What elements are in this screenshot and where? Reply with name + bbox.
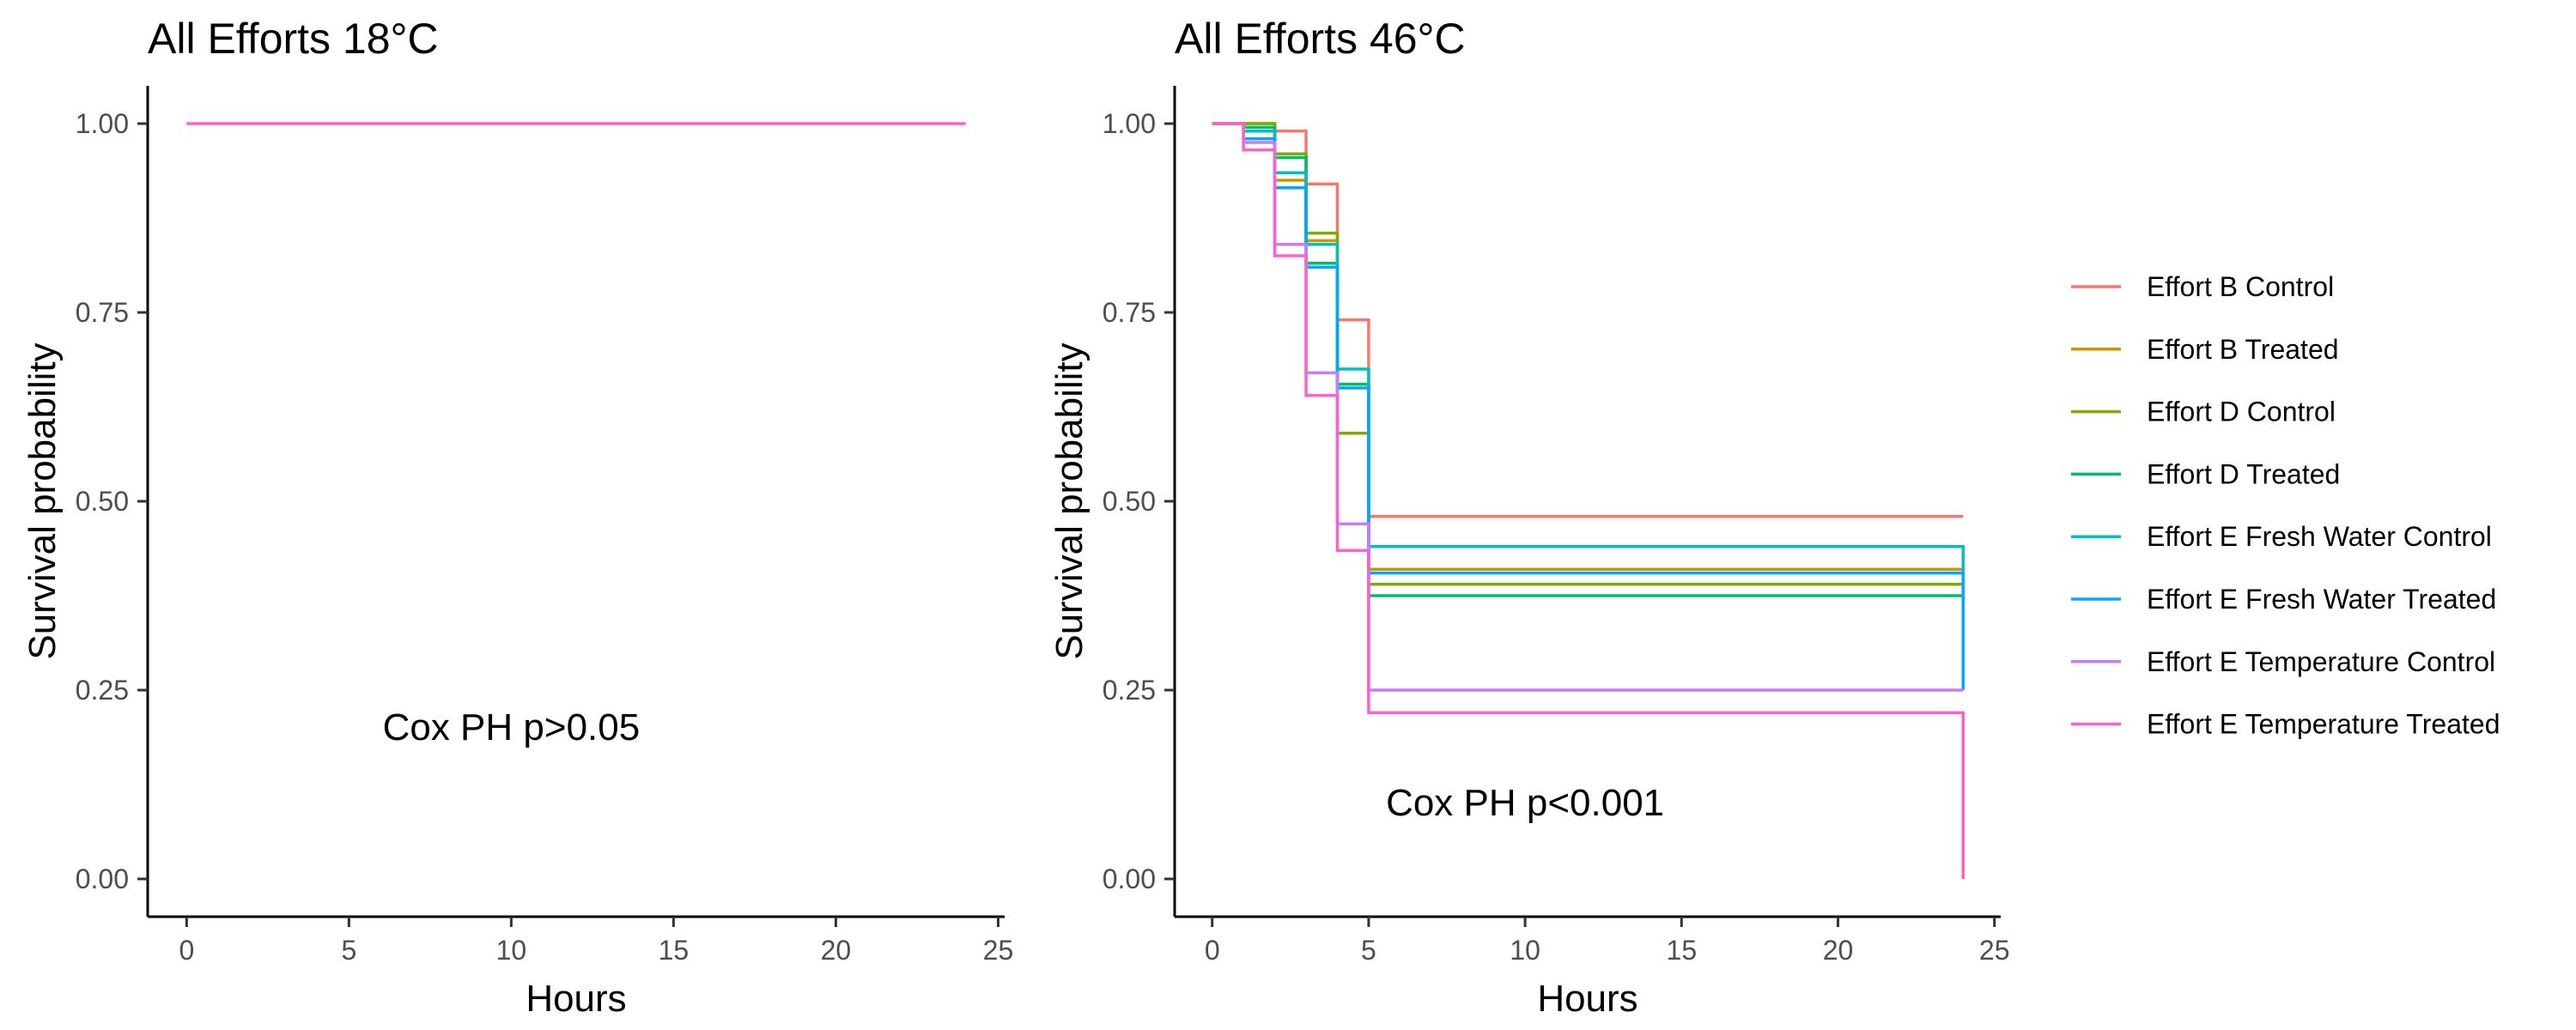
- cox-ph-annotation: Cox PH p<0.001: [1386, 782, 1664, 824]
- survival-curve-4: [1212, 122, 1964, 597]
- legend-label: Effort E Fresh Water Treated: [2147, 584, 2496, 615]
- legend-label: Effort D Treated: [2147, 458, 2340, 489]
- legend-item: Effort B Treated: [2071, 334, 2339, 365]
- y-tick-label: 0.25: [1103, 675, 1156, 706]
- survival-curve-6: [1212, 122, 1965, 690]
- x-axis-title: Hours: [526, 978, 626, 1020]
- legend-item: Effort E Fresh Water Treated: [2071, 584, 2496, 615]
- panel-title: All Efforts 46°C: [1175, 15, 1466, 63]
- x-tick-label: 5: [341, 935, 356, 966]
- x-axis-title: Hours: [1537, 978, 1637, 1020]
- legend-label: Effort B Treated: [2147, 334, 2339, 365]
- y-tick-label: 0.00: [1103, 863, 1156, 894]
- x-tick-label: 25: [983, 935, 1014, 966]
- x-tick-label: 15: [659, 935, 690, 966]
- y-tick-label: 0.00: [76, 863, 129, 894]
- y-axis-title: Survival probability: [1048, 342, 1091, 659]
- legend-item: Effort D Control: [2071, 397, 2336, 427]
- x-tick-label: 10: [496, 935, 527, 966]
- legend-item: Effort E Temperature Treated: [2071, 709, 2500, 740]
- x-tick-label: 0: [1205, 935, 1220, 966]
- panel-title: All Efforts 18°C: [148, 15, 439, 63]
- x-tick-label: 20: [1823, 935, 1854, 966]
- y-tick-label: 1.00: [76, 108, 129, 139]
- x-tick-label: 0: [179, 935, 194, 966]
- survival-curve-1: [1212, 122, 1964, 518]
- legend-label: Effort E Temperature Control: [2147, 646, 2495, 677]
- y-tick-label: 0.25: [76, 675, 129, 706]
- legend-label: Effort E Temperature Treated: [2147, 709, 2500, 740]
- y-tick-label: 0.50: [1103, 486, 1156, 517]
- legend-item: Effort E Temperature Control: [2071, 646, 2495, 677]
- legend-item: Effort D Treated: [2071, 458, 2340, 489]
- survival-curve-7: [1212, 122, 1964, 692]
- legend-item: Effort B Control: [2071, 271, 2334, 302]
- x-tick-label: 15: [1667, 935, 1698, 966]
- y-axis-title: Survival probability: [21, 342, 64, 659]
- survival-curve-8: [1212, 122, 1965, 879]
- y-tick-label: 0.50: [76, 486, 129, 517]
- legend-label: Effort D Control: [2147, 397, 2336, 427]
- panel-1: All Efforts 18°C 0.00 0.25 0.50 0.75 1.00 0 5 10…: [21, 15, 1013, 1020]
- panel-2: All Efforts 46°C 0.00 0.25 0.50 0.75 1.00 0 5 10…: [1048, 15, 2500, 1020]
- survival-curve-2: [1212, 122, 1964, 571]
- y-tick-label: 0.75: [76, 297, 129, 328]
- y-tick-label: 1.00: [1103, 108, 1156, 139]
- cox-ph-annotation: Cox PH p>0.05: [383, 706, 641, 748]
- x-tick-label: 25: [1979, 935, 2010, 966]
- legend-item: Effort E Fresh Water Control: [2071, 521, 2492, 552]
- x-tick-label: 20: [821, 935, 852, 966]
- x-tick-label: 5: [1361, 935, 1376, 966]
- legend-label: Effort E Fresh Water Control: [2147, 521, 2492, 552]
- x-tick-label: 10: [1510, 935, 1540, 966]
- legend-label: Effort B Control: [2147, 271, 2334, 302]
- legend: Effort B Control Effort B Treated Effort D…: [2071, 271, 2500, 740]
- y-tick-label: 0.75: [1103, 297, 1156, 328]
- survival-curve-5: [1212, 122, 1965, 690]
